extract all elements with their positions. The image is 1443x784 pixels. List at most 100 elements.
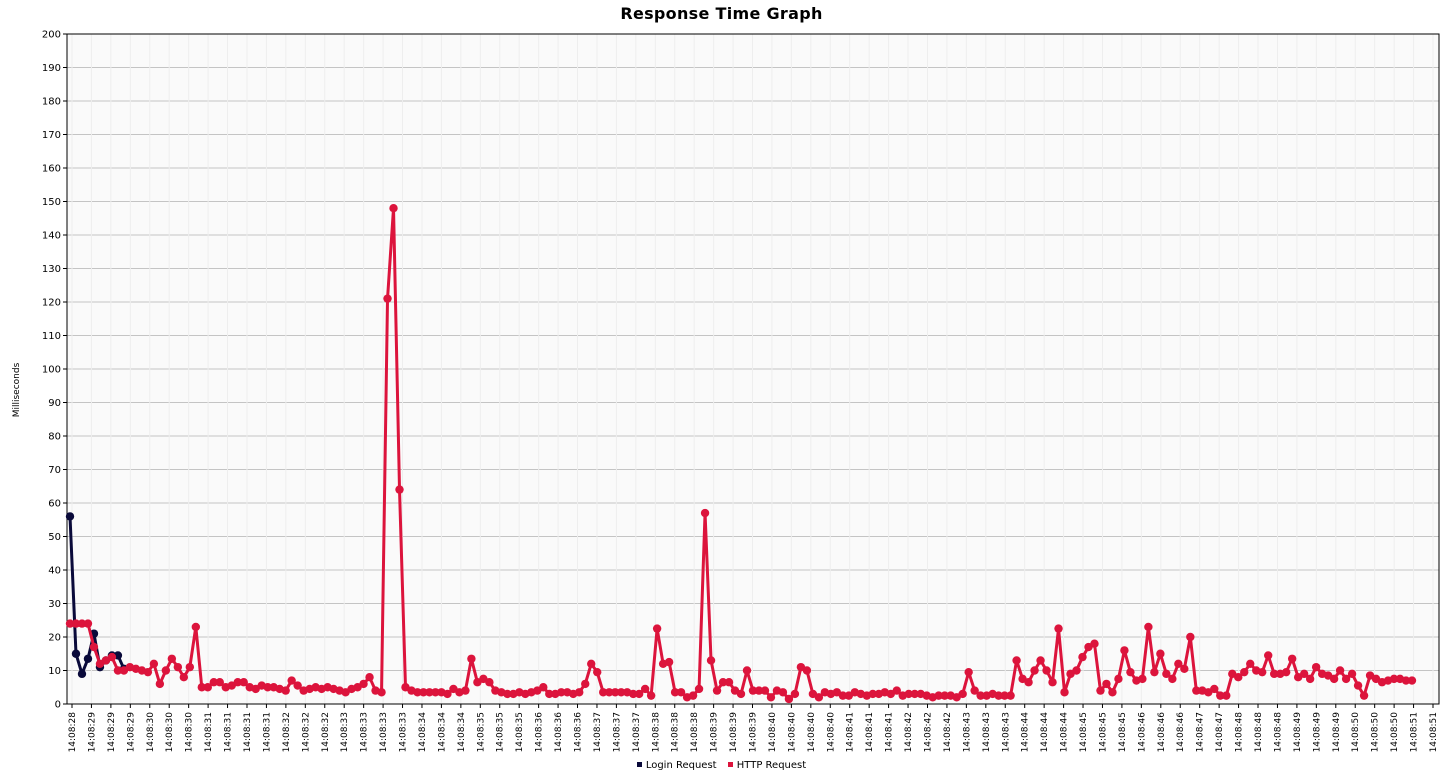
y-tick-label: 120 [42, 298, 61, 309]
data-point [628, 689, 638, 699]
x-tick-label: 14:08:44 [1021, 712, 1031, 753]
x-tick-label: 14:08:35 [476, 712, 486, 752]
data-point [1072, 666, 1081, 675]
x-tick-label: 14:08:29 [107, 712, 117, 753]
y-axis-label: Milliseconds [12, 362, 22, 417]
data-point [1407, 676, 1417, 685]
x-tick-label: 14:08:38 [651, 712, 661, 753]
data-point [281, 686, 290, 695]
data-point [1299, 669, 1309, 679]
data-point [83, 619, 93, 628]
x-tick-label: 14:08:29 [87, 712, 97, 753]
data-point [359, 679, 368, 689]
x-tick-label: 14:08:31 [262, 712, 272, 752]
data-point [1240, 667, 1249, 677]
y-axis-ticks: 0 10 20 30 40 50 60 70 80 90 100 110 120 130 140 150 160… [42, 30, 67, 711]
data-point [1180, 664, 1189, 674]
data-point [1078, 652, 1087, 662]
data-point [1114, 674, 1123, 684]
y-tick-label: 90 [48, 398, 61, 409]
data-point [1264, 651, 1273, 660]
data-point [1234, 673, 1243, 682]
x-tick-label: 14:08:44 [1060, 712, 1070, 753]
data-point [557, 688, 566, 697]
x-tick-label: 14:08:40 [768, 712, 778, 753]
y-tick-label: 60 [48, 499, 61, 510]
y-tick-label: 140 [42, 231, 61, 242]
data-point [431, 688, 440, 697]
data-point [1353, 681, 1363, 690]
x-tick-label: 14:08:38 [671, 712, 681, 753]
data-point [1347, 669, 1357, 679]
x-tick-label: 14:08:39 [729, 712, 739, 753]
x-tick-label: 14:08:46 [1176, 712, 1186, 753]
data-point [934, 691, 943, 700]
data-point [1192, 686, 1201, 695]
x-tick-label: 14:08:30 [185, 712, 195, 753]
y-tick-label: 170 [42, 130, 61, 141]
x-tick-label: 14:08:30 [146, 712, 156, 753]
data-point [778, 688, 788, 697]
data-point [1006, 691, 1015, 700]
data-point [736, 689, 746, 699]
data-point [71, 649, 81, 658]
x-tick-label: 14:08:29 [126, 712, 136, 753]
data-point [1287, 654, 1297, 663]
data-point [640, 684, 650, 694]
data-point [185, 662, 195, 672]
x-tick-label: 14:08:47 [1196, 712, 1206, 752]
data-point [1186, 632, 1195, 642]
x-tick-label: 14:08:39 [710, 712, 720, 753]
series-layer [65, 204, 1417, 704]
x-tick-label: 14:08:45 [1079, 712, 1089, 752]
data-point [1270, 669, 1279, 679]
data-point [748, 686, 758, 695]
data-point [155, 679, 165, 689]
data-point [1210, 684, 1219, 694]
data-point [89, 642, 99, 652]
data-point [1042, 666, 1051, 675]
data-point [958, 689, 967, 699]
x-tick-label: 14:08:31 [224, 712, 234, 752]
data-point [503, 689, 512, 699]
series-http-request [65, 204, 1417, 704]
y-tick-label: 20 [48, 633, 61, 644]
data-point [1329, 674, 1339, 684]
x-tick-label: 14:08:33 [340, 712, 350, 752]
data-point [760, 686, 770, 695]
data-point [395, 485, 404, 494]
data-point [215, 678, 224, 687]
x-tick-label: 14:08:32 [321, 712, 331, 752]
data-point [233, 678, 242, 687]
data-point [365, 673, 374, 682]
x-tick-label: 14:08:48 [1273, 712, 1283, 753]
data-point [610, 688, 620, 697]
x-tick-label: 14:08:51 [1429, 712, 1439, 752]
data-point [107, 652, 117, 662]
data-point [694, 684, 704, 694]
x-tick-label: 14:08:35 [515, 712, 525, 752]
data-point [970, 686, 979, 695]
legend-swatch-http [727, 761, 733, 767]
legend-label-http: HTTP Request [736, 760, 807, 771]
data-point [652, 624, 662, 633]
data-point [461, 686, 470, 695]
data-point [1389, 674, 1399, 684]
x-tick-label: 14:08:46 [1157, 712, 1167, 753]
x-tick-label: 14:08:39 [749, 712, 759, 753]
data-point [940, 691, 949, 700]
data-point [1258, 667, 1267, 677]
y-tick-label: 160 [42, 164, 61, 175]
data-point [1401, 676, 1411, 685]
x-tick-label: 14:08:34 [418, 712, 428, 753]
data-point [712, 686, 722, 695]
x-tick-label: 14:08:36 [535, 712, 545, 753]
data-point [1102, 679, 1111, 689]
data-point [77, 619, 87, 628]
data-point [263, 683, 272, 692]
data-point [197, 683, 207, 692]
y-tick-label: 70 [48, 465, 61, 476]
x-tick-label: 14:08:34 [437, 712, 447, 753]
x-tick-label: 14:08:37 [632, 712, 642, 752]
data-point [419, 688, 428, 697]
